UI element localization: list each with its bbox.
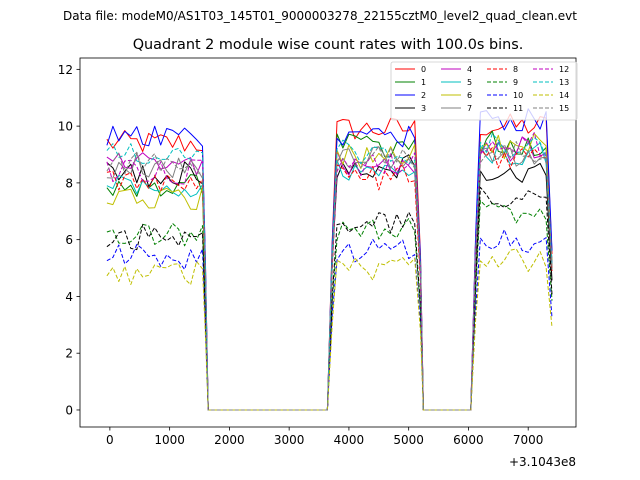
y-tick-label: 10 (58, 120, 73, 134)
legend-label: 5 (467, 78, 472, 87)
legend-label: 12 (559, 65, 569, 74)
legend-label: 9 (513, 78, 518, 87)
series-line-6 (106, 133, 553, 411)
x-tick-label: 5000 (393, 433, 424, 447)
legend-label: 8 (513, 65, 518, 74)
x-tick-label: 6000 (453, 433, 484, 447)
series-line-5 (106, 142, 553, 411)
x-tick-label: 3000 (274, 433, 305, 447)
y-tick-label: 12 (58, 63, 73, 77)
legend-label: 0 (421, 65, 426, 74)
chart-title: Quadrant 2 module wise count rates with … (133, 37, 524, 53)
legend-box (390, 61, 578, 121)
legend-label: 7 (467, 104, 472, 113)
series-line-10 (106, 229, 553, 411)
x-tick-label: 7000 (513, 433, 544, 447)
series-line-14 (106, 248, 553, 411)
legend-label: 2 (421, 91, 426, 100)
x-offset-label: +3.1043e8 (509, 455, 576, 469)
legend-label: 14 (559, 91, 569, 100)
series-line-12 (106, 132, 553, 411)
series-line-11 (106, 186, 553, 411)
series-line-1 (106, 130, 553, 411)
x-tick-label: 4000 (334, 433, 365, 447)
legend-label: 6 (467, 91, 472, 100)
series-line-0 (106, 113, 553, 411)
x-tick-label: 0 (106, 433, 114, 447)
legend-label: 15 (559, 104, 569, 113)
plot-frame (79, 57, 577, 428)
legend-label: 1 (421, 78, 426, 87)
series-line-3 (106, 154, 553, 411)
series-line-8 (106, 147, 553, 411)
y-tick-label: 6 (65, 233, 73, 247)
y-tick-label: 8 (65, 176, 73, 190)
y-tick-label: 2 (65, 347, 73, 361)
series-line-13 (106, 133, 553, 411)
series-line-9 (106, 200, 553, 411)
x-tick-label: 1000 (154, 433, 185, 447)
chart-suptitle: Data file: modeM0/AS1T03_145T01_90000032… (63, 9, 577, 23)
series-layer (106, 108, 553, 411)
legend-label: 11 (513, 104, 523, 113)
y-tick-label: 0 (65, 403, 73, 417)
x-tick-label: 2000 (214, 433, 245, 447)
legend-label: 10 (513, 91, 523, 100)
y-tick-label: 4 (65, 290, 73, 304)
legend-label: 3 (421, 104, 426, 113)
series-line-7 (106, 146, 553, 411)
series-line-15 (106, 141, 553, 411)
legend-label: 13 (559, 78, 569, 87)
legend-label: 4 (467, 65, 472, 74)
